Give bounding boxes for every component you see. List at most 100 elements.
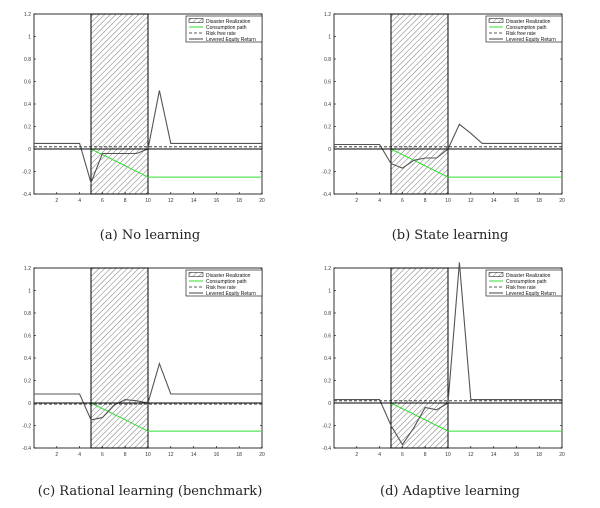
ytick-label-b-8: 1.2 (324, 12, 331, 18)
ytick-label-d-6: 0.8 (324, 311, 331, 317)
xtick-label-d-7: 16 (514, 452, 520, 458)
chart-c: -0.4 -0.2 0 0.2 0.4 0.6 0.8 1 1.2 2 4 6 8 10 12 14 16 18 2… (22, 266, 265, 458)
panel-a: -0.4 -0.2 0 0.2 0.4 0.6 0.8 1 1.2 2 4 6 8 10 12 14 16 18 2… (0, 0, 300, 254)
xtick-label-b-6: 14 (491, 198, 497, 204)
ytick-label-a-6: 0.8 (24, 57, 31, 63)
caption-c: (c) Rational learning (benchmark) (37, 484, 263, 499)
ytick-label-a-1: -0.2 (22, 170, 31, 176)
ytick-label-a-0: -0.4 (22, 192, 31, 198)
legend-label-a-1: Consumption path (206, 25, 247, 31)
legend-label-b-3: Levered Equity Return (506, 37, 556, 43)
xtick-label-c-0: 2 (55, 452, 58, 458)
ytick-label-b-2: 0 (328, 147, 331, 153)
ytick-label-b-7: 1 (328, 35, 331, 41)
xtick-label-c-7: 16 (214, 452, 220, 458)
ytick-label-a-8: 1.2 (24, 12, 31, 18)
xtick-label-d-0: 2 (355, 452, 358, 458)
series-line-a-2 (34, 90, 262, 185)
xtick-label-d-4: 10 (445, 452, 451, 458)
xtick-label-d-1: 4 (378, 452, 381, 458)
xtick-label-c-2: 6 (101, 452, 104, 458)
ytick-label-d-5: 0.6 (324, 334, 331, 340)
xtick-label-c-4: 10 (145, 452, 151, 458)
xtick-label-c-5: 12 (168, 452, 174, 458)
legend-label-c-1: Consumption path (206, 279, 247, 285)
xtick-label-d-9: 20 (559, 452, 565, 458)
legend-swatch-d-0 (488, 272, 504, 277)
xtick-label-b-4: 10 (445, 198, 451, 204)
legend-label-a-3: Levered Equity Return (206, 37, 256, 43)
ytick-label-d-1: -0.2 (322, 424, 331, 430)
xtick-label-a-4: 10 (145, 198, 151, 204)
xtick-label-c-9: 20 (259, 452, 265, 458)
disaster-region-b (390, 13, 449, 195)
xtick-label-a-7: 16 (214, 198, 220, 204)
xtick-label-d-8: 18 (536, 452, 542, 458)
ytick-label-c-3: 0.2 (24, 379, 31, 385)
legend-label-b-0: Disaster Realization (506, 19, 551, 25)
ytick-label-a-3: 0.2 (24, 125, 31, 131)
ytick-label-a-4: 0.4 (24, 102, 31, 108)
ytick-label-c-4: 0.4 (24, 356, 31, 362)
chart-a: -0.4 -0.2 0 0.2 0.4 0.6 0.8 1 1.2 2 4 6 8 10 12 14 16 18 2… (22, 12, 265, 204)
ytick-label-c-7: 1 (28, 289, 31, 295)
xtick-label-b-1: 4 (378, 198, 381, 204)
ytick-label-d-2: 0 (328, 401, 331, 407)
panel-b: -0.4 -0.2 0 0.2 0.4 0.6 0.8 1 1.2 2 4 6 8 10 12 14 16 18 2… (300, 0, 600, 254)
xtick-label-d-6: 14 (491, 452, 497, 458)
ytick-label-b-5: 0.6 (324, 80, 331, 86)
legend-label-d-0: Disaster Realization (506, 273, 551, 279)
xtick-label-b-7: 16 (514, 198, 520, 204)
legend-label-b-2: Risk free rate (506, 31, 536, 37)
xtick-label-b-3: 8 (424, 198, 427, 204)
series-line-b-2 (334, 123, 562, 169)
ytick-label-d-7: 1 (328, 289, 331, 295)
disaster-region-c (90, 267, 149, 449)
xtick-label-b-9: 20 (559, 198, 565, 204)
xtick-label-a-9: 20 (259, 198, 265, 204)
legend-swatch-a-0 (188, 18, 204, 23)
legend-label-b-1: Consumption path (506, 25, 547, 31)
legend-label-d-2: Risk free rate (506, 285, 536, 291)
panel-c: -0.4 -0.2 0 0.2 0.4 0.6 0.8 1 1.2 2 4 6 8 10 12 14 16 18 2… (0, 254, 300, 508)
series-line-c-2 (34, 361, 262, 421)
xtick-label-a-2: 6 (101, 198, 104, 204)
xtick-label-a-8: 18 (236, 198, 242, 204)
xtick-label-a-6: 14 (191, 198, 197, 204)
legend-label-c-0: Disaster Realization (206, 273, 251, 279)
legend-label-a-2: Risk free rate (206, 31, 236, 37)
ytick-label-c-0: -0.4 (22, 446, 31, 452)
caption-d: (d) Adaptive learning (380, 484, 520, 499)
xtick-label-b-8: 18 (536, 198, 542, 204)
xtick-label-a-5: 12 (168, 198, 174, 204)
disaster-region-d (390, 267, 449, 449)
xtick-label-b-2: 6 (401, 198, 404, 204)
legend-label-d-3: Levered Equity Return (506, 291, 556, 297)
xtick-label-c-1: 4 (78, 452, 81, 458)
ytick-label-a-5: 0.6 (24, 80, 31, 86)
ytick-label-c-5: 0.6 (24, 334, 31, 340)
legend-label-d-1: Consumption path (506, 279, 547, 285)
ytick-label-a-2: 0 (28, 147, 31, 153)
caption-b: (b) State learning (391, 228, 509, 243)
ytick-label-a-7: 1 (28, 35, 31, 41)
xtick-label-d-5: 12 (468, 452, 474, 458)
xtick-label-c-6: 14 (191, 452, 197, 458)
ytick-label-b-3: 0.2 (324, 125, 331, 131)
ytick-label-d-3: 0.2 (324, 379, 331, 385)
ytick-label-b-0: -0.4 (322, 192, 331, 198)
chart-b: -0.4 -0.2 0 0.2 0.4 0.6 0.8 1 1.2 2 4 6 8 10 12 14 16 18 2… (322, 12, 565, 204)
legend-label-c-3: Levered Equity Return (206, 291, 256, 297)
caption-a: (a) No learning (99, 228, 201, 243)
series-line-d-2 (334, 262, 562, 446)
ytick-label-b-1: -0.2 (322, 170, 331, 176)
ytick-label-b-4: 0.4 (324, 102, 331, 108)
ytick-label-c-2: 0 (28, 401, 31, 407)
xtick-label-d-2: 6 (401, 452, 404, 458)
ytick-label-c-8: 1.2 (24, 266, 31, 272)
legend-label-a-0: Disaster Realization (206, 19, 251, 25)
xtick-label-c-3: 8 (124, 452, 127, 458)
